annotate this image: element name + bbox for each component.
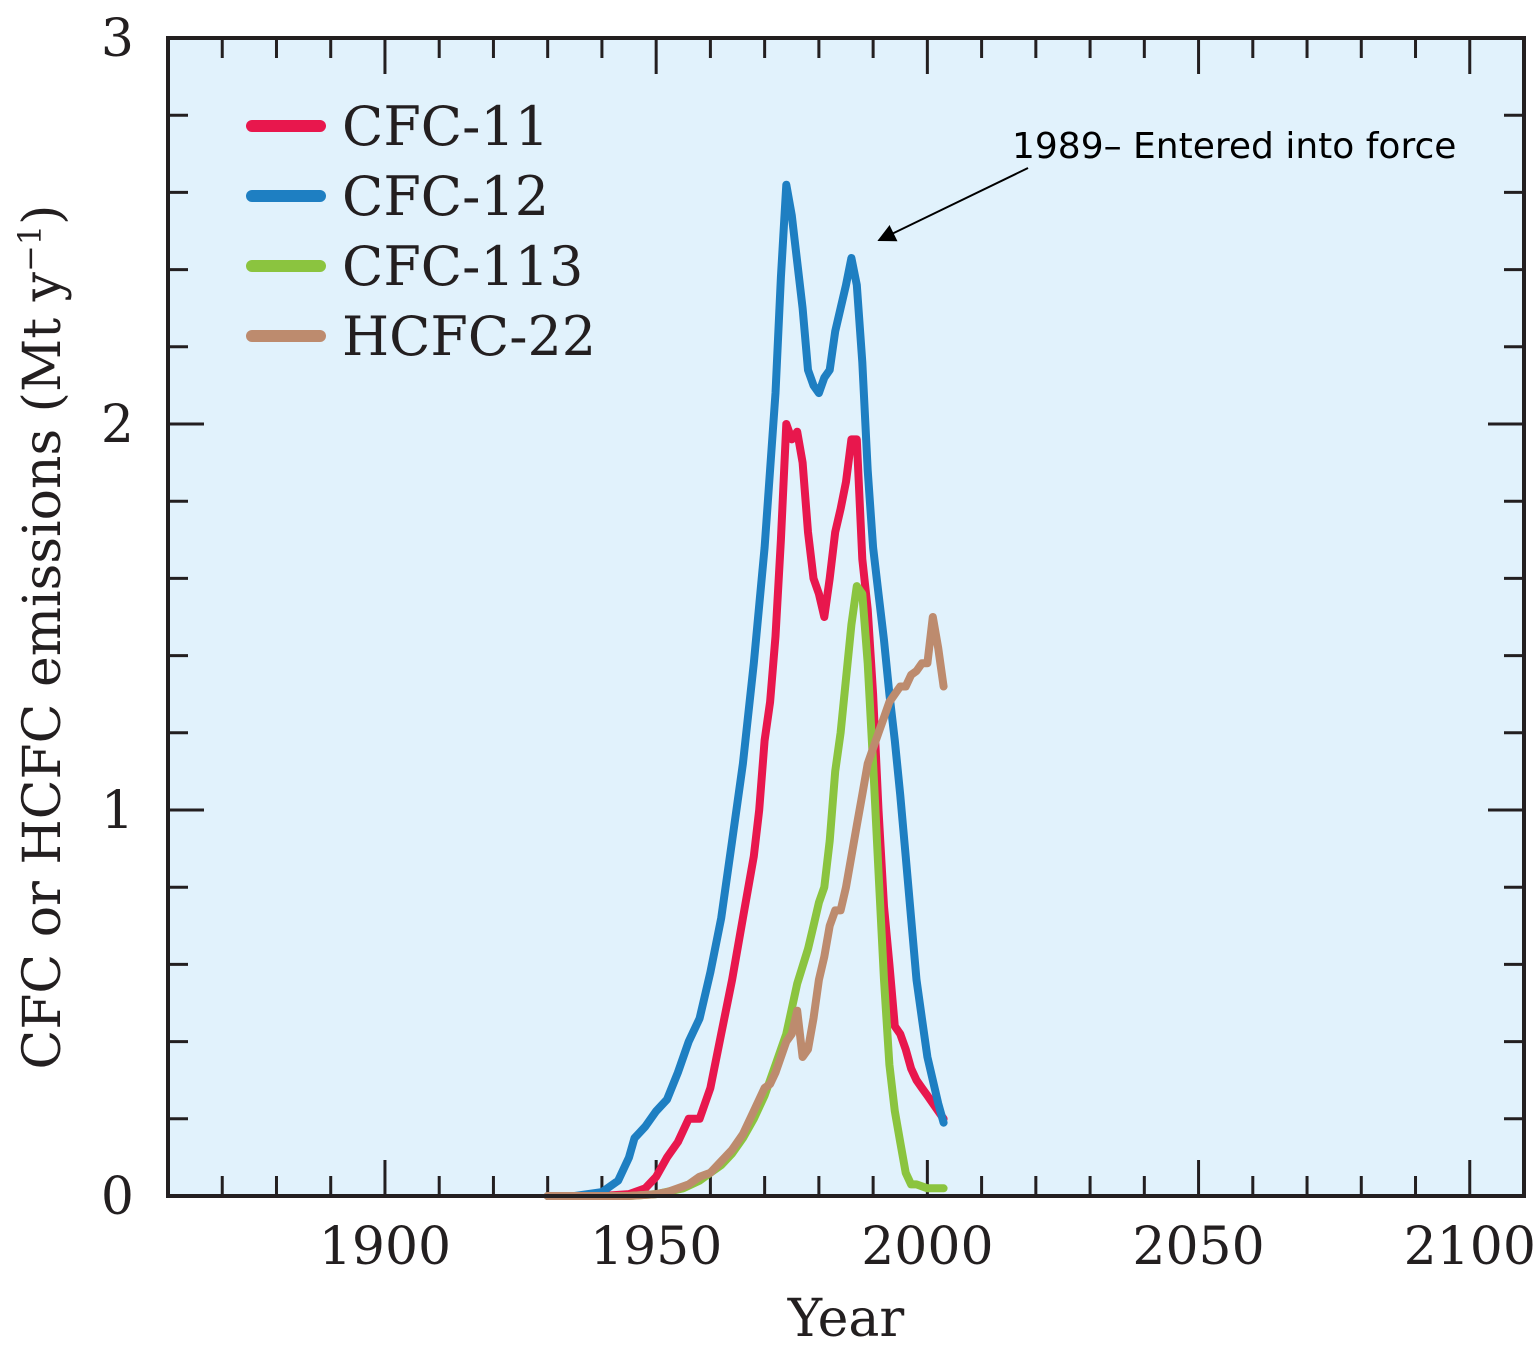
tick-labels: 1900 1950 2000 2050 2100 0 1 2 3 bbox=[101, 9, 1536, 1277]
y-tick-label: 0 bbox=[101, 1167, 134, 1227]
series-line-cfc-11 bbox=[543, 420, 948, 1200]
x-tick-label: 2000 bbox=[861, 1217, 993, 1277]
plot-area bbox=[168, 38, 1524, 1196]
legend: CFC-11 CFC-12 CFC-113 HCFC-22 bbox=[246, 95, 596, 368]
y-axis-title-text: CFC or HCFC emissions (Mt y bbox=[13, 271, 73, 1069]
y-axis-title-close: ) bbox=[13, 205, 73, 225]
legend-label-cfc-113: CFC-113 bbox=[342, 235, 583, 298]
x-tick-label: 1900 bbox=[319, 1217, 451, 1277]
y-axis-title: CFC or HCFC emissions (Mt y−1) bbox=[11, 205, 73, 1070]
annotation-text: 1989– Entered into force bbox=[1012, 126, 1456, 167]
axis-ticks bbox=[168, 38, 1524, 1196]
series-line-hcfc-22 bbox=[543, 613, 948, 1200]
x-tick-label: 2100 bbox=[1404, 1217, 1536, 1277]
series-lines bbox=[543, 180, 948, 1200]
y-tick-label: 3 bbox=[101, 9, 134, 69]
annotation-arrow bbox=[877, 167, 1029, 242]
plot-frame bbox=[166, 36, 1526, 1198]
legend-label-cfc-12: CFC-12 bbox=[342, 165, 549, 228]
y-axis-title-superscript: −1 bbox=[11, 225, 49, 272]
x-tick-label: 1950 bbox=[590, 1217, 722, 1277]
x-axis-title: Year bbox=[787, 1289, 905, 1349]
series-line-cfc-12 bbox=[543, 180, 948, 1200]
y-tick-label: 1 bbox=[101, 781, 134, 841]
legend-label-hcfc-22: HCFC-22 bbox=[342, 305, 596, 368]
x-tick-label: 2050 bbox=[1132, 1217, 1264, 1277]
y-tick-label: 2 bbox=[101, 395, 134, 455]
legend-label-cfc-11: CFC-11 bbox=[342, 95, 549, 158]
